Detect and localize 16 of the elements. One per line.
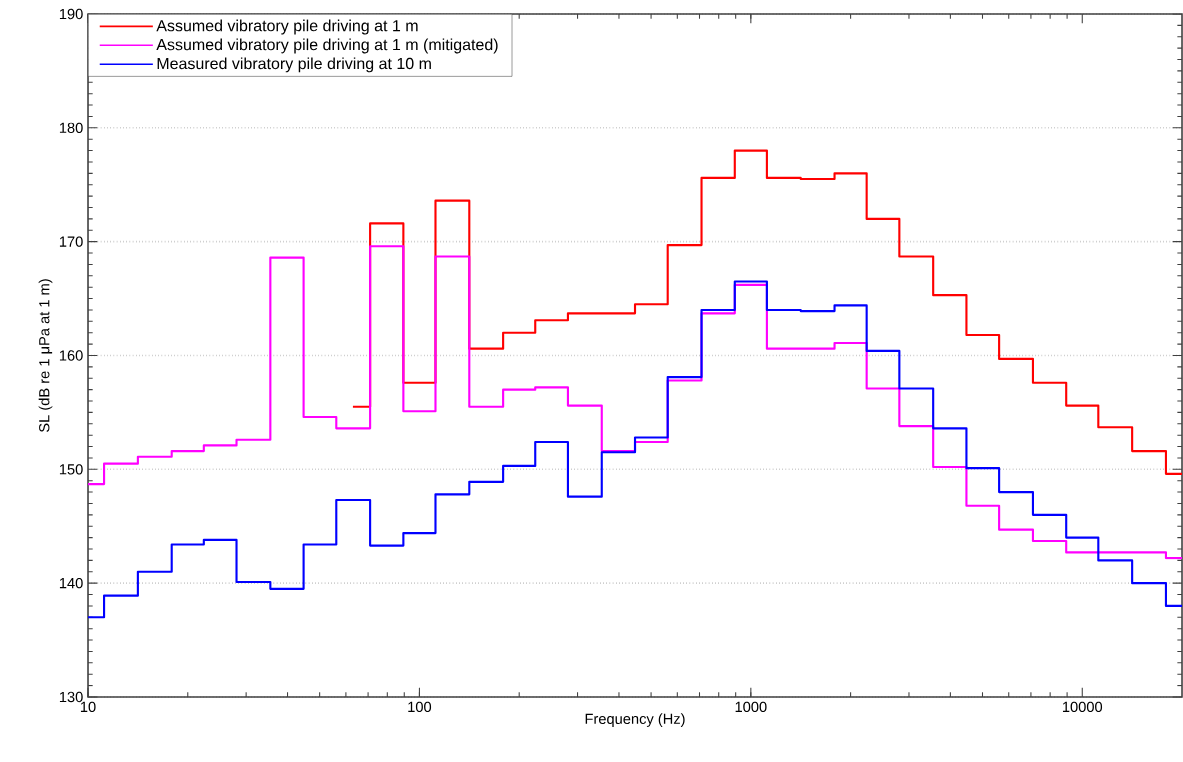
x-tick-label: 10000: [1062, 701, 1103, 713]
y-axis-title: SL (dB re 1 μPa at 1 m): [38, 279, 53, 432]
legend-label: Measured vibratory pile driving at 10 m: [157, 57, 431, 73]
x-tick-label: 100: [408, 701, 432, 713]
x-tick-label: 1000: [735, 701, 767, 713]
y-tick-label: 150: [59, 464, 83, 475]
y-tick-label: 170: [59, 236, 83, 247]
x-tick-label: 10: [80, 701, 96, 713]
y-tick-label: 160: [59, 350, 83, 361]
y-tick-label: 140: [59, 577, 83, 589]
x-axis-title: Frequency (Hz): [585, 713, 685, 727]
y-tick-label: 180: [59, 122, 83, 134]
y-tick-label: 190: [59, 8, 83, 20]
legend-label: Assumed vibratory pile driving at 1 m: [156, 19, 418, 35]
y-tick-label: 130: [59, 691, 83, 703]
legend-label: Assumed vibratory pile driving at 1 m (mitigated): [156, 38, 498, 54]
